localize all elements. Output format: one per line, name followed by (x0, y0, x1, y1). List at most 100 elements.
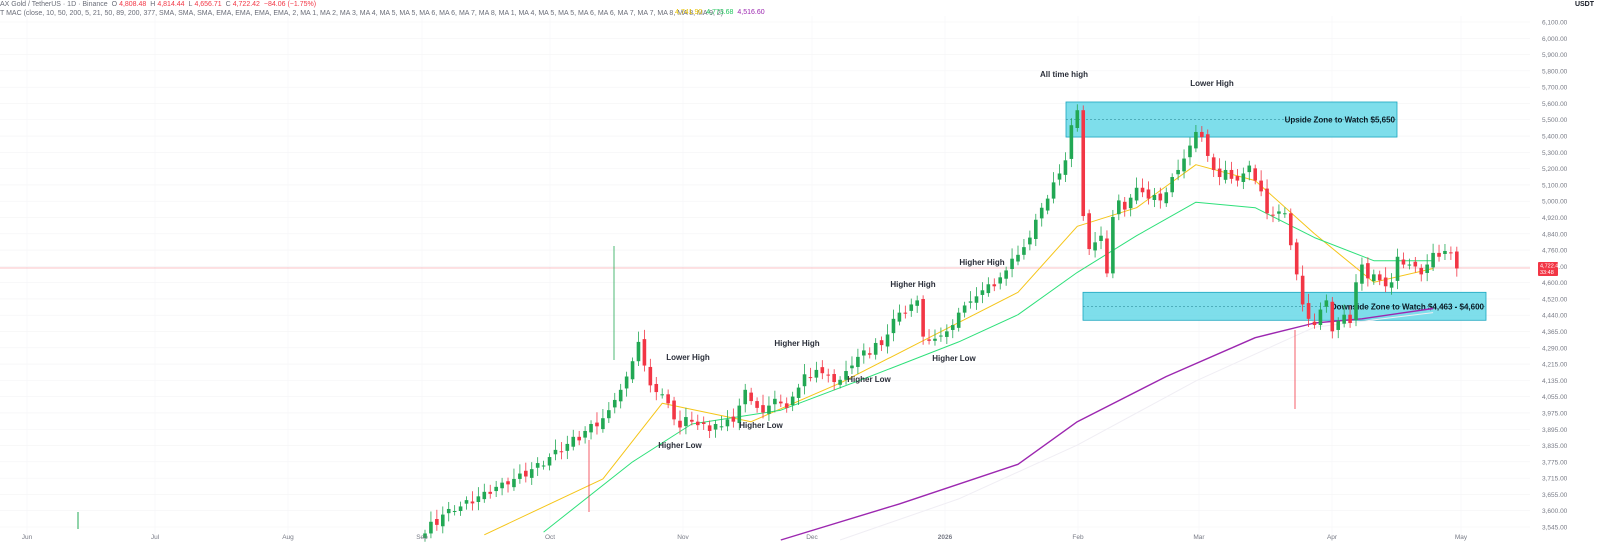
candle-body (1348, 314, 1352, 323)
candle-body (476, 496, 481, 503)
candle-body (1407, 264, 1412, 266)
y-tick-label: 3,600.00 (1542, 508, 1568, 515)
open-value: 4,808.48 (119, 1, 147, 8)
candle-body (731, 416, 736, 422)
candle-body (630, 361, 635, 380)
candle-body (1146, 189, 1151, 199)
candle-body (535, 463, 540, 468)
candle-body (933, 338, 937, 341)
candle-body (1383, 277, 1388, 287)
annotation-label: All time high (1040, 70, 1088, 79)
symbol-name[interactable]: AX Gold / TetherUS · 1D · Binance (0, 1, 108, 8)
candle-body (856, 356, 860, 367)
y-tick-label: 5,600.00 (1542, 101, 1568, 108)
candle-body (1419, 267, 1424, 275)
candle-body (1366, 263, 1370, 279)
candle-body (998, 277, 1003, 284)
candle-body (429, 521, 433, 534)
candle-body (648, 366, 653, 386)
y-tick-label: 3,975.00 (1542, 410, 1568, 417)
candle-body (1194, 131, 1198, 149)
candle-body (814, 369, 819, 378)
y-tick-label: 6,100.00 (1542, 20, 1568, 27)
candle-body (885, 334, 890, 347)
y-tick-label: 5,300.00 (1542, 150, 1568, 157)
candle-body (571, 436, 576, 447)
candle-body (1111, 216, 1115, 274)
ma-values: 4,741.90 4,773.68 4,516.60 (675, 9, 767, 16)
candle-body (968, 301, 973, 303)
candle-body (1300, 275, 1305, 305)
y-tick-label: 3,895.00 (1542, 427, 1568, 434)
candle-body (452, 511, 457, 513)
x-tick-label: Feb (1072, 534, 1084, 541)
candle-body (1336, 320, 1341, 330)
candle-body (446, 508, 451, 514)
candle-body (660, 394, 664, 396)
y-tick-label: 4,840.00 (1542, 231, 1568, 238)
candle-body (992, 284, 997, 287)
zone-label: Downside Zone to Watch $4,463 - $4,600 (1331, 302, 1485, 311)
x-tick-label: Dec (806, 534, 818, 541)
annotations: All time high Lower High Lower High Higher … (658, 70, 1234, 450)
candle-body (553, 449, 558, 455)
candle-body (1455, 251, 1459, 269)
candle-body (612, 399, 617, 408)
annotation-label: Lower High (1190, 79, 1234, 88)
candle-body (1449, 252, 1453, 254)
ma-slow-value: 4,516.60 (737, 9, 765, 16)
candle-body (1288, 213, 1293, 246)
candle-body (761, 405, 765, 413)
y-tick-label: 4,600.00 (1542, 280, 1568, 287)
candle-body (494, 486, 498, 492)
candle-body (1265, 188, 1269, 214)
candle-body (719, 426, 724, 428)
close-label: C (225, 1, 231, 8)
close-value: 4,722.42 (232, 1, 260, 8)
candle-body (1164, 192, 1169, 204)
candle-body (1324, 300, 1329, 307)
y-tick-label: 4,290.00 (1542, 345, 1568, 352)
candle-body (607, 410, 611, 419)
candle-body (1128, 197, 1133, 209)
currency-label[interactable]: USDT (1574, 1, 1594, 8)
candle-body (1294, 242, 1299, 275)
annotation-label: Higher High (890, 280, 935, 289)
candle-body (743, 389, 748, 405)
candle-body (1176, 169, 1180, 175)
annotation-label: Lower High (666, 353, 710, 362)
x-tick-label: Sep (416, 534, 428, 541)
candle-body (767, 405, 771, 414)
candle-body (1241, 173, 1246, 182)
x-tick-label: Nov (677, 534, 689, 541)
candle-body (1028, 237, 1032, 245)
ma-line (780, 307, 1434, 541)
candle-body (974, 296, 979, 303)
candle-body (1004, 270, 1008, 279)
x-tick-label: May (1455, 534, 1468, 541)
y-tick-label: 5,700.00 (1542, 85, 1568, 92)
candle-body (832, 374, 836, 383)
indicator-line[interactable]: T MAC (close, 10, 50, 200, 5, 21, 50, 89… (0, 10, 724, 17)
candles (77, 104, 1459, 542)
candle-body (1377, 274, 1382, 281)
candle-body (749, 392, 753, 402)
price-tag-bg (1538, 261, 1558, 276)
y-tick-label: 4,215.00 (1542, 362, 1568, 369)
candle-body (565, 443, 570, 451)
annotation-label: Higher Low (658, 441, 702, 450)
candle-body (1437, 252, 1441, 257)
y-axis[interactable]: 6,100.00 6,000.00 5,900.00 5,800.00 5,700.00… (1542, 20, 1568, 532)
candle-body (512, 478, 516, 488)
y-tick-label: 6,000.00 (1542, 36, 1568, 43)
x-tick-label: Apr (1327, 534, 1338, 541)
x-axis[interactable]: Jun Jul Aug Sep Oct Nov Dec 2026 Feb Mar Apr May (22, 534, 1468, 541)
y-tick-label: 3,545.00 (1542, 525, 1568, 532)
y-tick-label: 3,715.00 (1542, 476, 1568, 483)
candle-body (547, 457, 552, 466)
candle-body (1134, 187, 1139, 201)
candle-body (1105, 238, 1109, 274)
candle-body (1075, 110, 1080, 128)
